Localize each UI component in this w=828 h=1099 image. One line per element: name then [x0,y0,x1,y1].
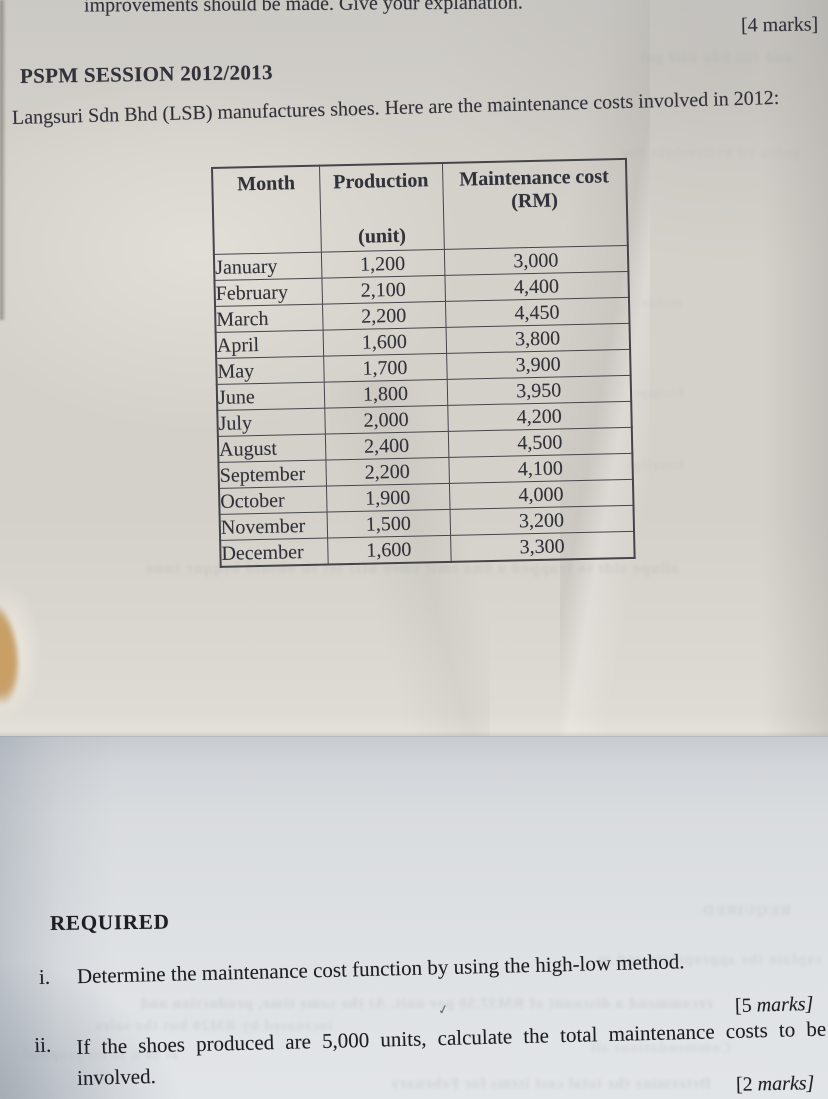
production-cell: 1,600 [327,535,451,565]
production-cell: 1,600 [322,327,447,357]
marks-note-2: [2 marks] [735,1072,814,1097]
marks-5-word: marks [756,993,806,1017]
production-cell: 2,000 [324,405,448,435]
item-ii-numeral: ii. [34,1032,52,1057]
marks-2-word: marks [757,1072,807,1096]
month-cell: May [216,356,324,385]
required-heading: REQUIRED [49,909,170,935]
table-header-row: Month Production (unit) Maintenance cost… [212,158,628,255]
production-header-line1: Production [333,169,429,194]
cost-header-line1: Maintenance cost [459,165,609,191]
cost-column-header: Maintenance cost (RM) [441,158,628,250]
session-heading: PSPM SESSION 2012/2013 [19,60,273,88]
marks-5-close: ] [804,992,814,1016]
cost-table-body: Month Production (unit) Maintenance cost… [212,158,635,567]
photo-edge-shadow [0,0,6,320]
production-cell: 2,200 [325,457,449,487]
month-cell: July [217,408,325,437]
item-i-numeral: i. [38,964,51,989]
month-cell: October [219,486,327,515]
previous-question-cutoff-line: improvements should be made. Give your e… [83,0,523,17]
cost-cell: 4,400 [444,271,629,302]
month-cell: March [215,304,323,333]
cost-cell: 3,300 [450,531,635,562]
marks-2-close: ] [805,1072,815,1095]
cost-cell: 4,200 [447,401,632,432]
cost-cell: 3,000 [443,245,629,276]
marks-note-4: [4 marks] [740,13,819,37]
maintenance-cost-table: Month Production (unit) Maintenance cost… [211,157,636,568]
month-cell: November [219,512,328,541]
cost-cell: 4,500 [447,427,633,458]
cost-cell: 3,950 [446,375,632,406]
cost-cell: 4,100 [448,453,633,484]
production-cell: 1,900 [325,483,450,513]
month-cell: December [220,538,328,567]
bottom-page-surface [0,736,828,1099]
month-cell: April [215,330,324,359]
production-cell: 2,200 [322,301,446,331]
month-cell: June [216,382,325,411]
month-cell: February [214,278,323,307]
cost-cell: 4,450 [444,297,630,328]
production-header-unit: (unit) [357,224,407,248]
cost-cell: 4,000 [448,479,634,510]
cost-cell: 3,200 [449,505,635,536]
page-overlap-edge [0,731,828,737]
cost-header-rm: (RM) [511,189,559,213]
month-cell: September [218,460,326,489]
production-cell: 1,500 [326,509,451,539]
cost-cell: 3,800 [445,323,631,354]
month-cell: January [213,252,322,281]
production-cell: 2,400 [324,431,449,461]
month-cell: August [217,434,326,463]
production-cell: 2,100 [321,275,445,305]
marks-2-open: [2 [735,1073,758,1096]
cost-cell: 3,900 [446,349,631,380]
month-column-header: Month [212,165,321,255]
production-cell: 1,700 [323,353,447,383]
marks-5-open: [5 [734,994,757,1018]
production-column-header: Production (unit) [318,162,444,253]
production-cell: 1,200 [320,249,445,279]
production-cell: 1,800 [323,379,448,409]
